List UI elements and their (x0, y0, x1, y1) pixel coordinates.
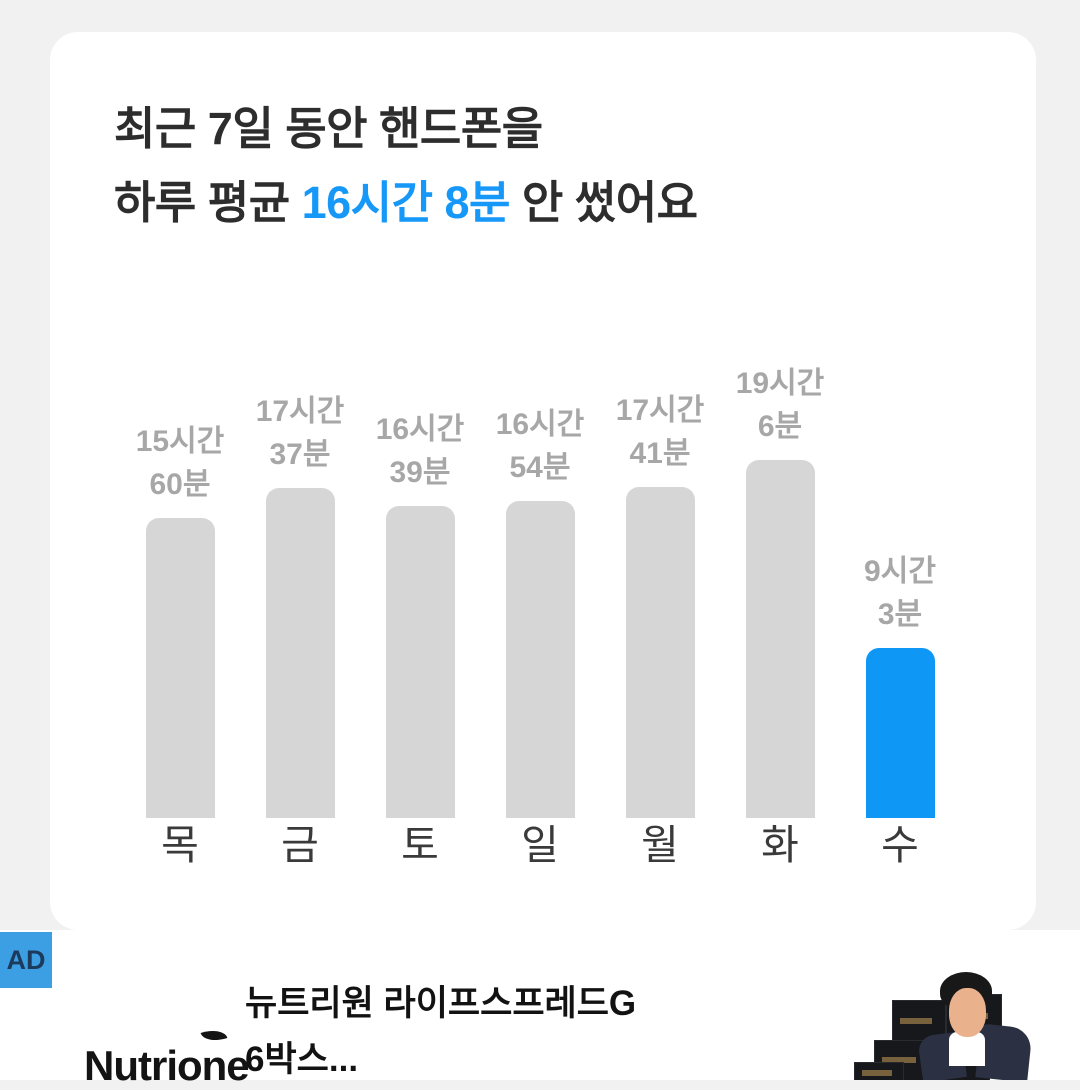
ad-title-line2[interactable]: 6박스... (245, 1040, 359, 1079)
day-axis-label: 일 (521, 822, 559, 868)
advertiser-logo-text: Nutrione (84, 1042, 250, 1089)
day-axis-label: 토 (401, 822, 439, 868)
usage-bar[interactable] (745, 460, 815, 818)
bar-value-label: 17시간 37분 (255, 395, 345, 471)
product-box (854, 1062, 904, 1080)
usage-bar[interactable] (625, 487, 695, 818)
usage-bar[interactable] (505, 501, 575, 818)
day-axis-label: 목 (161, 822, 199, 868)
ad-model-photo (949, 988, 986, 1037)
ad-title-line1[interactable]: 뉴트리원 라이프스프레드G (245, 984, 637, 1023)
title-average-value: 16시간 8분 (301, 177, 511, 228)
ad-model-photo (949, 1032, 985, 1066)
day-axis-label: 수 (881, 822, 919, 868)
advertiser-logo[interactable]: Nutrione (84, 1025, 250, 1090)
bar-value-label: 16시간 39분 (375, 413, 465, 489)
ad-badge: AD (0, 932, 52, 988)
ad-product-image[interactable] (852, 952, 1080, 1080)
bar-value-label: 16시간 54분 (495, 408, 585, 484)
day-axis-label: 화 (761, 822, 799, 868)
title-average-suffix: 안 썼어요 (509, 177, 698, 228)
day-axis-label: 금 (281, 822, 319, 868)
day-axis-label: 월 (641, 822, 679, 868)
ad-banner[interactable]: AD 뉴트리원 라이프스프레드G 6박스... Nutrione (0, 930, 1080, 1089)
usage-summary-title-line1: 최근 7일 동안 핸드폰을 (114, 103, 543, 154)
usage-bar-chart: 15시간 60분 목 17시간 37분 금 16시간 39분 토 16시간 54분 일 17시간 41분 월… (50, 32, 1036, 930)
bar-value-label: 9시간 3분 (864, 555, 936, 631)
usage-bar[interactable] (385, 506, 455, 818)
title-average-prefix: 하루 평균 (114, 177, 302, 228)
usage-bar[interactable] (265, 488, 335, 818)
usage-bar[interactable] (145, 518, 215, 818)
bar-value-label: 15시간 60분 (135, 425, 225, 501)
bar-value-label: 17시간 41분 (615, 394, 705, 470)
usage-summary-card: 최근 7일 동안 핸드폰을 하루 평균 16시간 8분 안 썼어요 15시간 60… (50, 32, 1036, 930)
usage-bar-today[interactable] (865, 648, 935, 818)
bar-value-label: 19시간 6분 (735, 367, 825, 443)
usage-summary-title: 최근 7일 동안 핸드폰을 하루 평균 16시간 8분 안 썼어요 (114, 92, 698, 240)
usage-summary-title-line2: 하루 평균 16시간 8분 안 썼어요 (114, 166, 698, 240)
ad-title[interactable]: 뉴트리원 라이프스프레드G 6박스... (245, 976, 636, 1088)
